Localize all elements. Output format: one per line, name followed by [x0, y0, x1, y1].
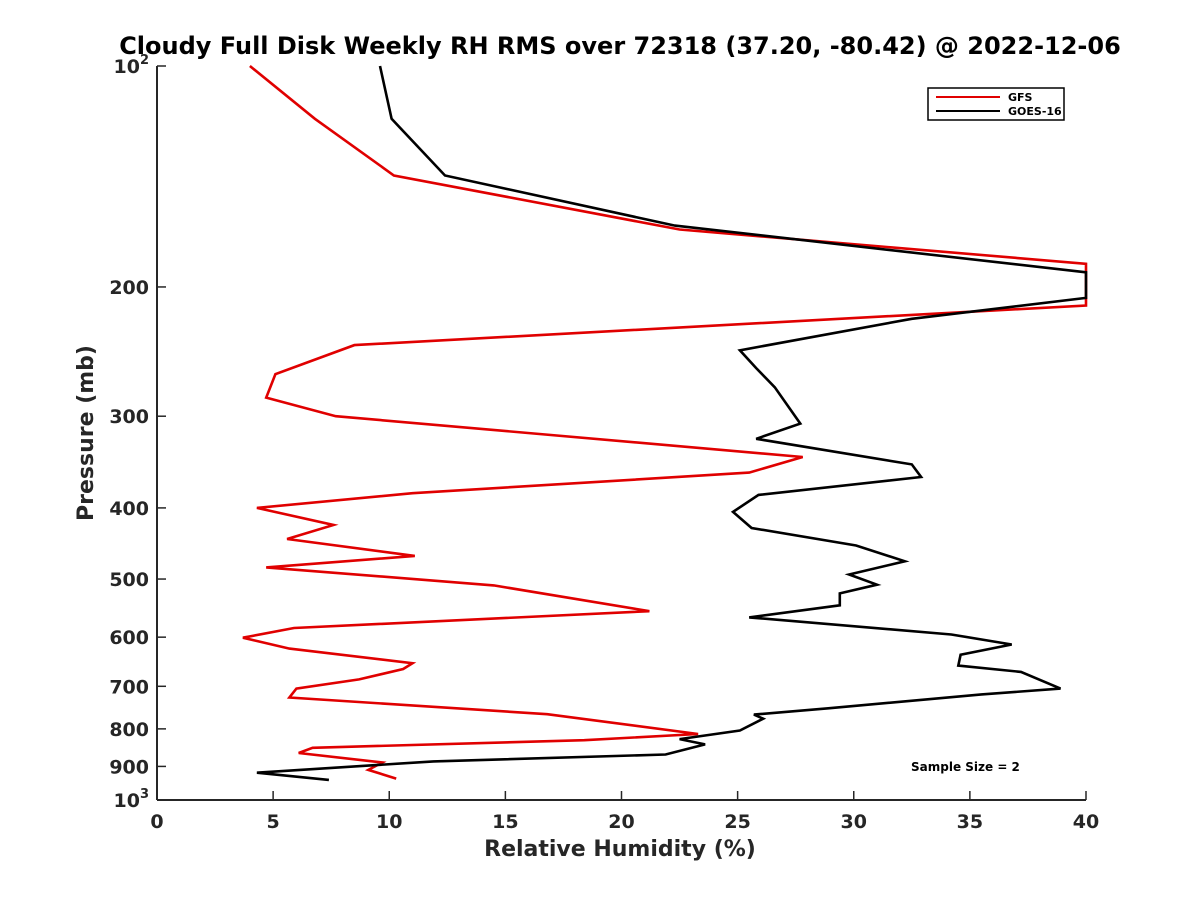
y-tick-label: 103 [114, 787, 150, 812]
series-line-goes-16 [256, 65, 1088, 782]
series-line-gfs [242, 64, 1088, 780]
x-tick-label: 5 [267, 811, 280, 833]
x-tick-label: 30 [841, 811, 867, 833]
y-tick-label: 800 [109, 719, 149, 741]
data-series [242, 64, 1088, 782]
legend-gfs-label: GFS [1008, 91, 1033, 104]
legend-goes-label: GOES-16 [1008, 105, 1062, 118]
y-tick-label: 500 [109, 569, 149, 591]
x-tick-label: 15 [492, 811, 518, 833]
chart-title: Cloudy Full Disk Weekly RH RMS over 7231… [119, 32, 1121, 60]
axis-ticks: 0 5 10 15 20 25 30 35 40 102 200 300 400 500 600 700 800… [109, 53, 1099, 833]
legend: GFS GOES-16 [927, 87, 1065, 121]
x-tick-label: 10 [376, 811, 402, 833]
y-tick-label: 400 [109, 498, 149, 520]
y-tick-label: 200 [109, 277, 149, 299]
y-tick-label: 600 [109, 627, 149, 649]
sample-size-annotation: Sample Size = 2 [911, 760, 1020, 774]
y-tick-label: 300 [109, 406, 149, 428]
y-tick-label: 102 [114, 53, 150, 78]
plot-area [157, 66, 1086, 800]
y-tick-label: 700 [109, 676, 149, 698]
x-axis-label: Relative Humidity (%) [484, 837, 756, 862]
x-tick-label: 40 [1073, 811, 1099, 833]
x-tick-label: 25 [724, 811, 750, 833]
x-tick-label: 0 [150, 811, 163, 833]
y-tick-label: 900 [109, 756, 149, 778]
x-tick-label: 20 [608, 811, 634, 833]
x-tick-label: 35 [957, 811, 983, 833]
legend-box [927, 87, 1065, 121]
y-axis-label: Pressure (mb) [74, 345, 99, 521]
